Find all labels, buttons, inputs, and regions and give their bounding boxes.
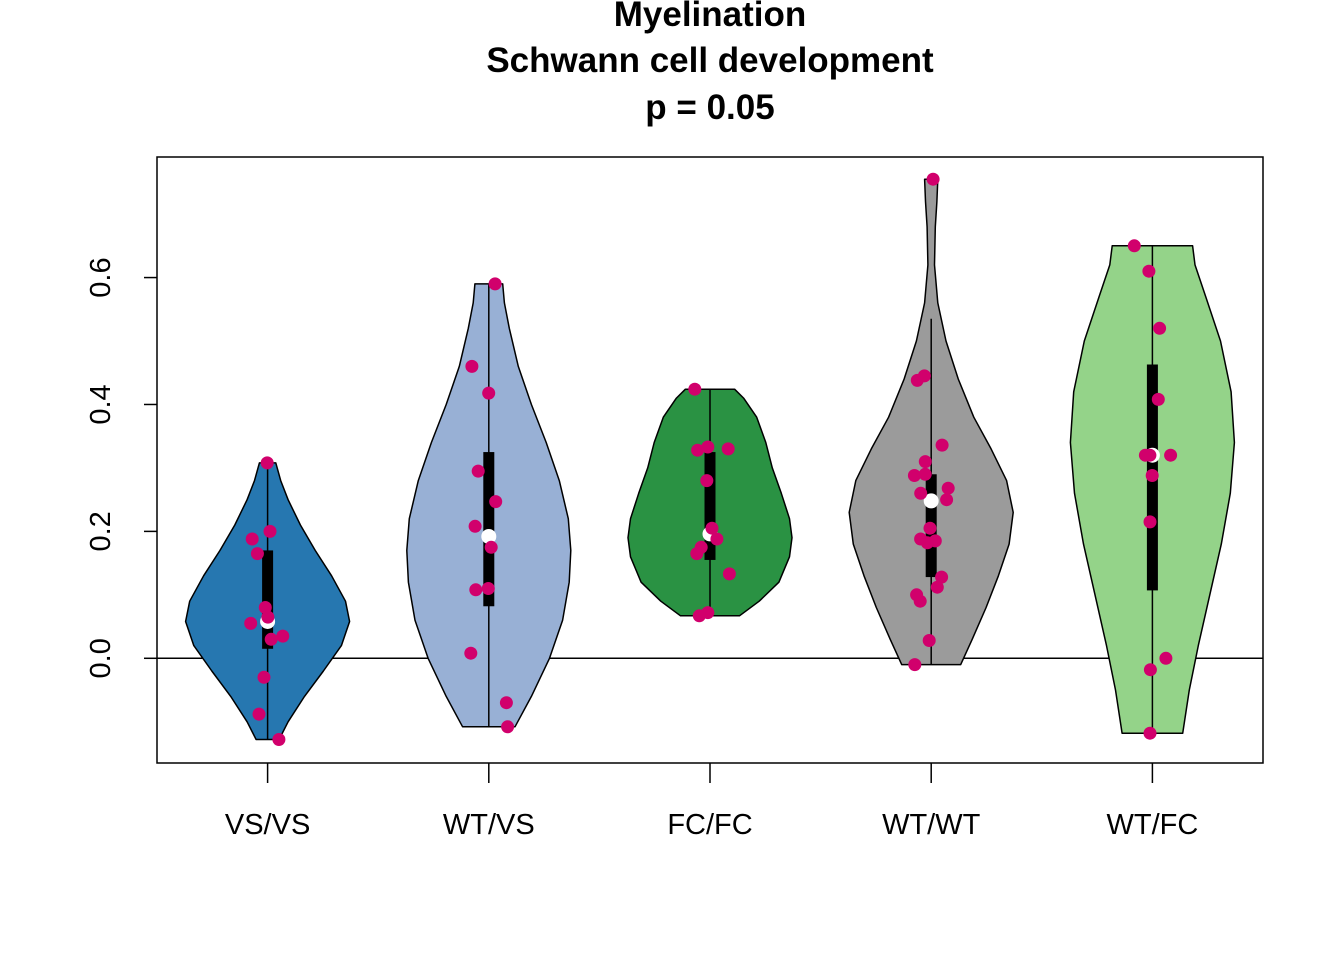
data-point [935,438,949,452]
violin-group-wt-vs [406,277,572,734]
data-point [1164,448,1178,462]
x-tick-label: WT/WT [882,809,981,841]
data-point [260,456,274,470]
data-point [700,474,714,488]
data-point [908,658,922,672]
data-point [941,481,955,495]
data-point [935,570,949,584]
data-point [926,172,940,186]
chart-title-line-1: Myelination [614,0,807,34]
chart-title-line-2: Schwann cell development [486,41,934,80]
x-tick-label: WT/VS [443,809,535,841]
x-tick-label: FC/FC [667,809,752,841]
data-point [257,670,271,684]
data-point [488,277,502,291]
data-point [501,720,515,734]
data-point [1143,515,1157,529]
data-point [930,580,944,594]
data-point [468,519,482,533]
y-tick-label: 0.0 [85,638,117,678]
data-point [499,696,513,710]
y-tick-label: 0.4 [85,384,117,424]
data-point [914,486,928,500]
data-point [250,547,264,561]
data-point [244,616,258,630]
data-point [923,521,937,535]
violin-group-wt-wt [848,172,1014,672]
data-point [918,455,932,469]
data-point [722,567,736,581]
iqr-box [704,452,716,560]
data-point [692,609,706,623]
violin-group-wt-fc [1069,239,1236,740]
x-tick-label: VS/VS [225,809,310,841]
data-point [482,386,496,400]
chart-title: Myelination Schwann cell development p =… [486,0,934,127]
data-point [1143,448,1157,462]
data-point [710,532,724,546]
iqr-box [262,550,274,649]
data-point [721,442,735,456]
median-point [923,493,939,509]
data-point [1145,469,1159,482]
data-point [272,733,286,746]
data-point [464,646,478,660]
y-tick-label: 0.2 [85,511,117,551]
data-point [489,495,503,509]
data-point [701,440,715,454]
data-point [252,707,266,721]
data-point [688,382,702,396]
data-point [913,594,927,608]
violin-group-vs-vs [184,456,351,746]
data-point [1127,239,1141,253]
data-point [1142,264,1156,278]
data-point [465,359,479,373]
data-point [469,583,483,597]
data-point [910,373,924,387]
x-tick-label: WT/FC [1106,809,1198,841]
data-point [471,464,485,478]
data-point [918,467,932,481]
median-point [481,528,497,544]
data-point [261,610,275,624]
axes: 0.0 0.2 0.4 0.6 VS/VS WT/VS FC/FC WT/WT WT/FC [85,156,1264,841]
data-point [245,532,259,546]
data-point [922,634,936,647]
data-point [691,443,705,457]
data-point [1153,321,1167,335]
data-point [1159,651,1173,665]
data-point [1143,726,1157,740]
data-point [484,540,498,554]
plot-area [157,172,1263,746]
data-point [920,536,934,550]
violin-group-fc-fc [627,382,793,623]
data-point [940,493,954,507]
y-tick-label: 0.6 [85,257,117,297]
data-point [264,632,278,646]
data-point [276,629,290,643]
data-point [1143,663,1157,677]
data-point [690,547,704,561]
data-point [1151,392,1165,406]
data-point [263,524,277,538]
data-point [705,521,719,535]
chart-title-line-3: p = 0.05 [645,88,774,127]
data-point [907,469,921,482]
data-point [481,582,495,595]
